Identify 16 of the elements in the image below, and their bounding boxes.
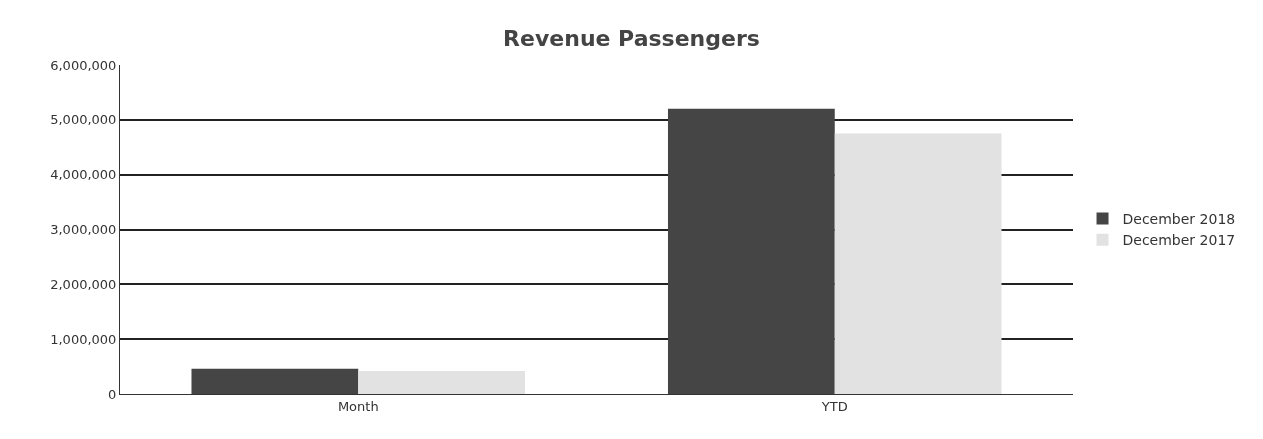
x-tick-label: YTD: [820, 398, 848, 414]
bar: [358, 370, 526, 394]
legend-label: December 2018: [1122, 211, 1236, 228]
chart-title: Revenue Passengers: [503, 26, 760, 52]
bar: [191, 368, 359, 394]
x-tick-label: Month: [337, 398, 379, 414]
y-tick-label: 1,000,000: [50, 331, 117, 347]
y-tick-label: 5,000,000: [50, 112, 117, 128]
y-tick-label: 0: [108, 386, 117, 402]
y-tick-label: 3,000,000: [50, 222, 117, 238]
bar: [834, 133, 1002, 394]
bar: [667, 108, 835, 394]
y-tick-label: 2,000,000: [50, 276, 117, 292]
y-tick-label: 6,000,000: [50, 57, 117, 73]
y-tick-label: 4,000,000: [50, 167, 117, 183]
legend-label: December 2017: [1122, 232, 1236, 249]
